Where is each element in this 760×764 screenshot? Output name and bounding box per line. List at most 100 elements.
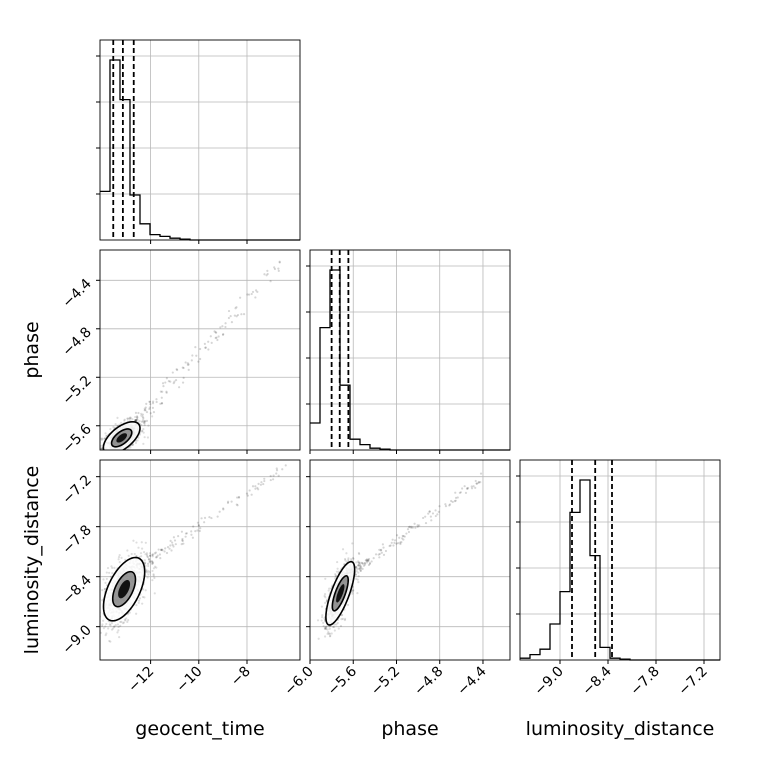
scatter-point (195, 354, 198, 357)
scatter-point (186, 362, 189, 365)
scatter-point (145, 402, 148, 405)
scatter-point (134, 441, 138, 444)
scatter-point (250, 292, 253, 296)
scatter-point (246, 494, 249, 497)
scatter-point (273, 266, 276, 269)
scatter-point (254, 487, 257, 490)
contour-line (110, 428, 133, 448)
scatter-point (126, 417, 129, 420)
scatter-point (114, 423, 117, 426)
scatter-point (357, 571, 360, 574)
scatter-point (359, 565, 362, 568)
scatter-point (236, 504, 239, 507)
scatter-point (336, 560, 339, 564)
scatter-point (184, 532, 188, 535)
scatter-point (354, 565, 358, 569)
scatter-point (148, 560, 151, 563)
scatter-point (159, 390, 162, 393)
scatter-point (284, 464, 287, 467)
scatter-point (475, 482, 479, 485)
scatter-point (146, 436, 150, 439)
scatter-point (119, 620, 122, 624)
scatter-point (154, 551, 158, 554)
scatter-point (459, 491, 462, 494)
scatter-point (164, 381, 167, 384)
scatter-point (153, 552, 156, 555)
scatter-point (125, 617, 128, 620)
scatter-point (346, 603, 350, 607)
scatter-point (240, 313, 243, 316)
scatter-point (112, 425, 115, 429)
scatter-point (416, 524, 419, 527)
scatter-point (343, 617, 347, 620)
scatter-point (109, 624, 112, 627)
scatter-point (138, 419, 141, 423)
scatter-point (424, 521, 428, 525)
scatter-point (367, 557, 371, 561)
scatter-point (110, 622, 113, 625)
scatter-point (197, 360, 200, 363)
scatter-point (359, 569, 362, 572)
scatter-point (454, 499, 457, 502)
scatter-point (396, 542, 400, 545)
scatter-point (116, 623, 120, 626)
scatter-point (260, 481, 263, 484)
scatter-point (372, 557, 375, 560)
scatter-point (131, 418, 134, 421)
scatter-point (136, 418, 139, 421)
scatter-point (323, 627, 326, 631)
scatter-point (141, 595, 145, 599)
joint-panel-phase-vs-luminosity-distance-frame (309, 459, 511, 661)
scatter-point (351, 542, 354, 545)
scatter-point (246, 293, 249, 296)
scatter-point (219, 326, 222, 329)
scatter-point (358, 567, 361, 570)
scatter-point (215, 331, 218, 334)
scatter-point (275, 469, 279, 472)
scatter-point (328, 632, 332, 635)
scatter-point (118, 554, 121, 557)
scatter-point (148, 554, 152, 557)
scatter-point (322, 621, 325, 625)
scatter-point (155, 556, 158, 559)
contour-line (102, 420, 141, 450)
scatter-point (365, 559, 368, 562)
scatter-point (156, 554, 159, 557)
scatter-point (137, 411, 140, 415)
scatter-point (345, 552, 348, 555)
scatter-point (444, 505, 448, 508)
scatter-point (145, 552, 149, 555)
scatter-point (355, 561, 358, 564)
scatter-point (181, 537, 184, 541)
scatter-point (149, 412, 152, 415)
scatter-point (152, 411, 156, 414)
scatter-point (100, 447, 104, 450)
scatter-point (187, 368, 190, 371)
scatter-point (149, 403, 152, 406)
scatter-point (479, 472, 483, 475)
scatter-point (250, 493, 253, 496)
scatter-point (148, 571, 151, 574)
scatter-point (355, 577, 358, 580)
scatter-point (458, 491, 461, 494)
scatter-point (378, 556, 381, 559)
scatter-point (102, 578, 105, 581)
scatter-point (323, 593, 327, 596)
scatter-point (168, 547, 171, 550)
scatter-point (140, 555, 143, 558)
scatter-point (344, 557, 347, 561)
scatter-point (450, 499, 453, 503)
scatter-point (105, 571, 108, 574)
scatter-point (123, 419, 126, 422)
scatter-point (129, 417, 132, 420)
scatter-point (221, 333, 225, 336)
scatter-point (327, 631, 330, 634)
scatter-point (143, 422, 146, 425)
scatter-point (144, 553, 147, 556)
scatter-point (345, 560, 348, 563)
scatter-point (322, 624, 325, 628)
scatter-point (161, 382, 165, 385)
scatter-point (135, 418, 138, 422)
scatter-point (275, 467, 278, 470)
scatter-point (357, 562, 361, 565)
